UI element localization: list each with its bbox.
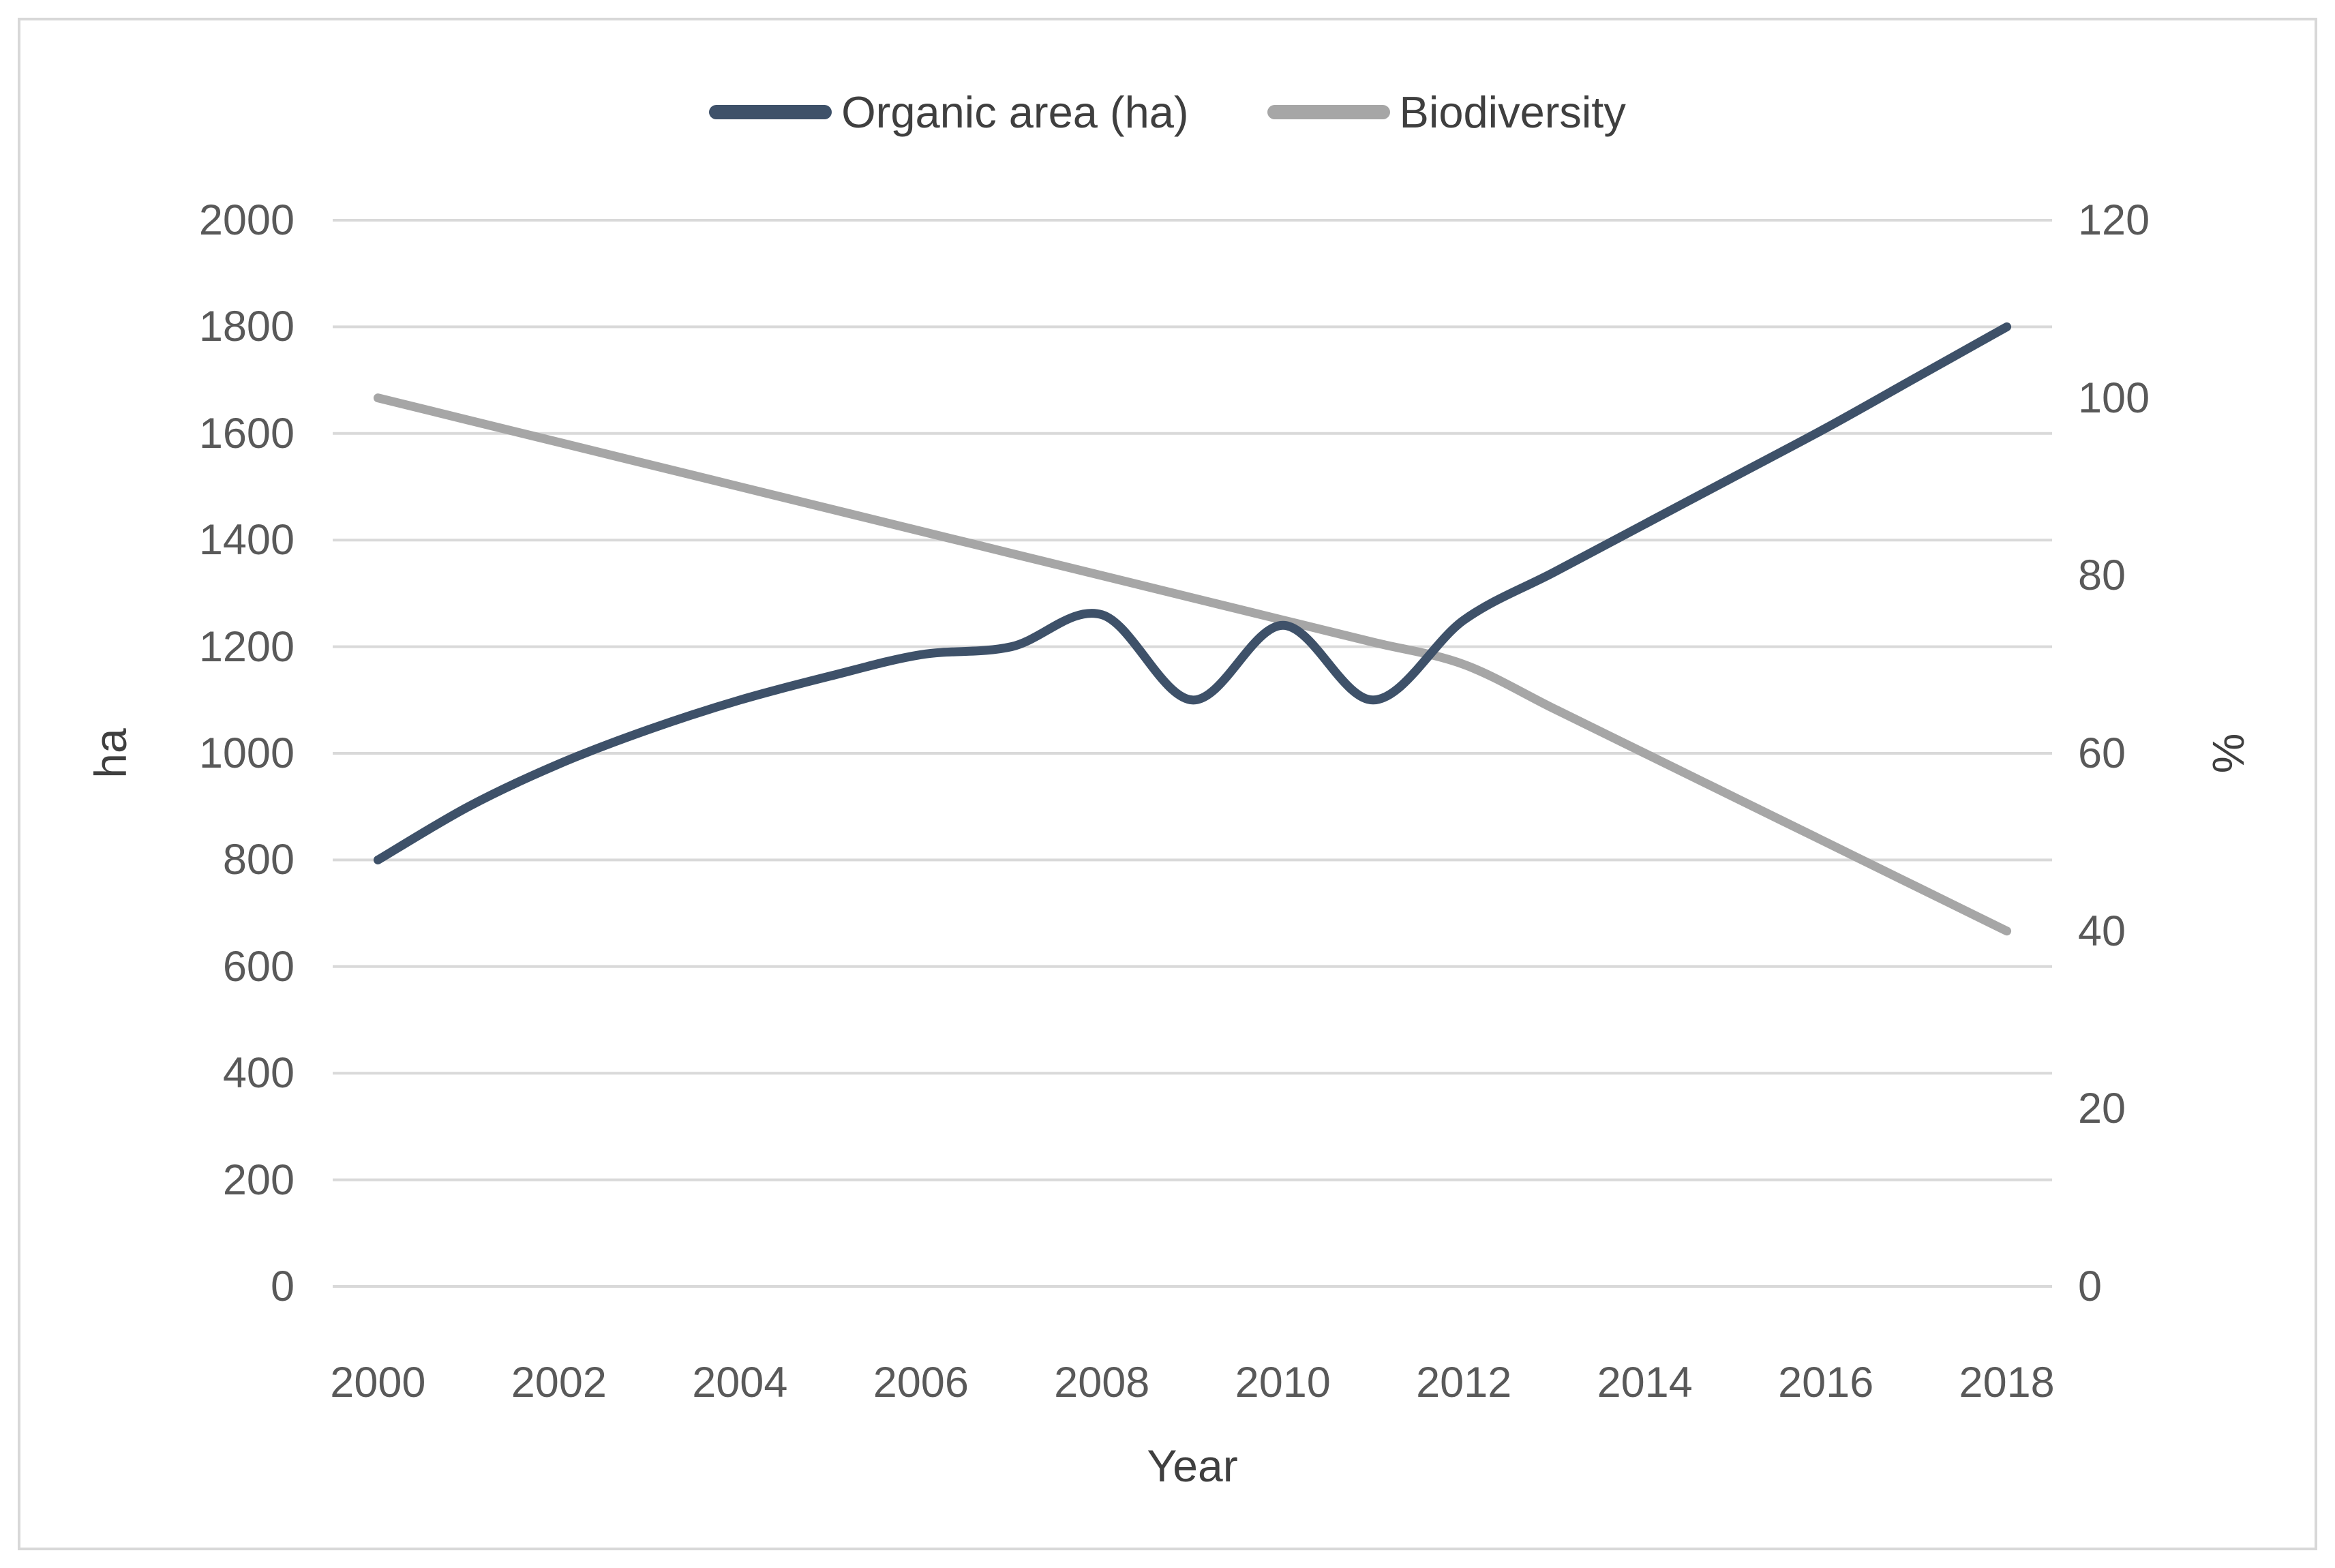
left-axis-tick-label: 1400	[198, 516, 295, 564]
left-axis-tick-label: 1000	[198, 729, 295, 777]
x-axis-tick-label: 2016	[1778, 1359, 1874, 1406]
left-axis-tick-label: 600	[222, 942, 295, 991]
x-axis-tick-label: 2004	[692, 1359, 788, 1406]
left-axis-tick-label: 400	[222, 1049, 295, 1098]
right-axis-tick-label: 60	[2078, 729, 2126, 777]
left-axis-tick-label: 1200	[198, 622, 295, 671]
right-axis-tick-label: 0	[2078, 1263, 2103, 1310]
right-axis-tick-label: 120	[2078, 196, 2150, 244]
legend-label-organic-area: Organic area (ha)	[841, 87, 1189, 137]
x-axis-tick-label: 2000	[330, 1359, 426, 1406]
left-axis-title: ha	[85, 728, 136, 779]
left-axis-tick-label: 800	[222, 836, 295, 884]
right-axis-tick-label: 100	[2078, 374, 2150, 422]
x-axis-tick-label: 2014	[1597, 1359, 1693, 1406]
legend-item-biodiversity: Biodiversity	[1267, 87, 1626, 138]
legend-swatch-organic-area-icon	[709, 104, 832, 119]
series-line-organic-area	[373, 322, 2012, 864]
legend-label-biodiversity: Biodiversity	[1399, 87, 1626, 137]
right-axis-tick-label: 40	[2078, 907, 2126, 955]
gridlines-group	[333, 219, 2052, 1288]
left-axis-tick-label: 200	[222, 1156, 295, 1204]
x-axis-tick-label: 2006	[873, 1359, 969, 1406]
left-axis-tick-label: 1600	[198, 409, 295, 457]
right-axis-tick-label: 80	[2078, 552, 2126, 600]
left-axis-tick-label: 0	[270, 1263, 295, 1310]
series-line-biodiversity	[373, 393, 2012, 936]
x-axis-title: Year	[1147, 1441, 1238, 1491]
x-axis-tick-label: 2018	[1959, 1359, 2055, 1406]
legend-swatch-biodiversity-icon	[1267, 104, 1390, 119]
x-axis-tick-label: 2002	[511, 1359, 607, 1406]
x-axis-tick-label: 2012	[1416, 1359, 1512, 1406]
chart-frame	[18, 18, 2317, 1550]
left-axis-tick-label: 2000	[198, 196, 295, 244]
right-axis-tick-label: 20	[2078, 1085, 2126, 1133]
legend: Organic area (ha) Biodiversity	[0, 80, 2335, 143]
x-axis-tick-label: 2008	[1054, 1359, 1150, 1406]
right-axis-title: %	[2203, 733, 2253, 774]
left-axis-tick-label: 1800	[198, 303, 295, 351]
x-axis-tick-label: 2010	[1235, 1359, 1331, 1406]
legend-item-organic-area: Organic area (ha)	[709, 87, 1189, 138]
